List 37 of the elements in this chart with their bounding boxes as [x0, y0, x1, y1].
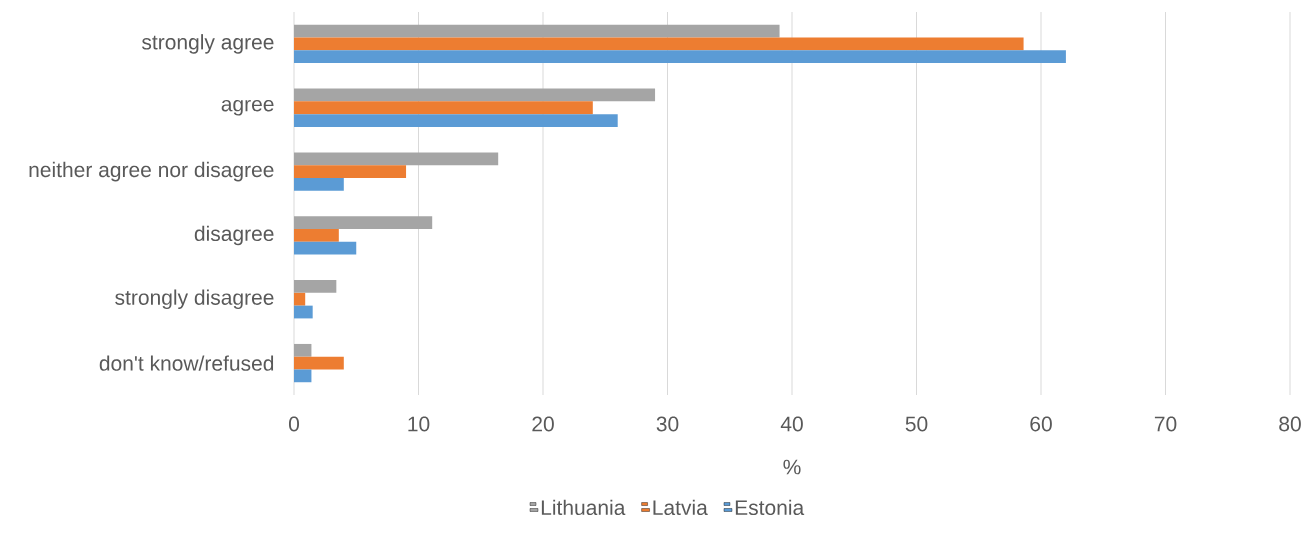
bar [294, 101, 593, 115]
bar [294, 152, 499, 166]
x-tick-label: 40 [780, 416, 803, 432]
y-tick-label: don't know/refused [99, 355, 274, 371]
x-axis-title: % [783, 459, 801, 475]
bar [294, 88, 656, 102]
bar [294, 37, 1024, 51]
x-tick-label: 20 [532, 416, 554, 432]
bar [294, 369, 312, 383]
bar [294, 50, 1066, 64]
x-tick-label: 80 [1279, 416, 1301, 432]
legend-label: Estonia [735, 499, 805, 516]
y-tick-label: agree [221, 99, 274, 116]
bar [294, 343, 312, 357]
x-tick-label: 60 [1030, 416, 1052, 432]
bar [294, 24, 780, 38]
bar [294, 114, 618, 127]
bar [294, 305, 313, 319]
bar [294, 292, 306, 306]
bar [294, 280, 337, 293]
legend-label: Latvia [653, 499, 708, 516]
y-tick-label: strongly disagree [115, 289, 274, 310]
bar [294, 177, 344, 191]
bar [294, 356, 344, 370]
y-tick-label: neither agree nor disagree [29, 161, 274, 182]
bar [294, 241, 357, 255]
y-tick-label: strongly agree [141, 34, 274, 54]
legend-label: Lithuania [541, 499, 626, 516]
y-tick-label: disagree [194, 225, 274, 246]
bar [294, 216, 433, 230]
x-tick-label: 10 [408, 416, 430, 432]
x-tick-label: 70 [1154, 416, 1177, 432]
x-tick-label: 30 [656, 416, 679, 432]
bar [294, 229, 339, 242]
bar [294, 165, 407, 178]
x-tick-label: 0 [288, 416, 300, 432]
x-tick-label: 50 [905, 416, 928, 432]
